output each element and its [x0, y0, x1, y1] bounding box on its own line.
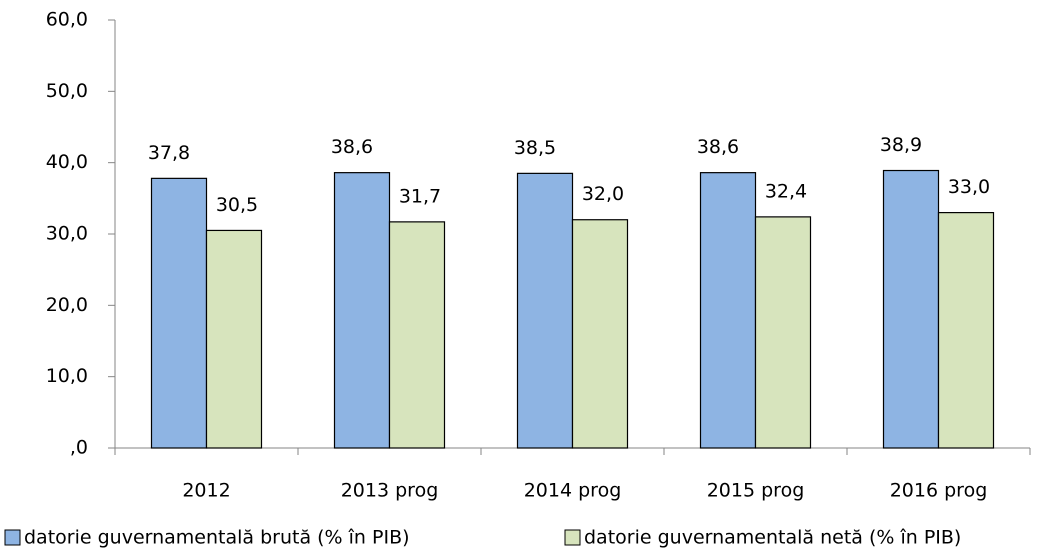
bar: [754, 216, 812, 449]
bar: [571, 219, 629, 449]
legend-label: datorie guvernamentală netă (% în PIB): [584, 527, 961, 549]
data-label: 38,6: [697, 136, 739, 158]
data-label: 32,4: [765, 180, 807, 202]
y-tick-label: 20,0: [46, 294, 88, 316]
bar: [388, 221, 446, 449]
y-tick-label: 30,0: [46, 223, 88, 245]
data-label: 38,9: [880, 134, 922, 156]
x-tick-label: 2015 prog: [707, 480, 805, 502]
data-label: 33,0: [948, 176, 990, 198]
y-tick-label: 50,0: [46, 80, 88, 102]
y-tick-label: 40,0: [46, 151, 88, 173]
data-label: 37,8: [148, 142, 190, 164]
bar: [333, 172, 391, 449]
x-tick-label: 2016 prog: [890, 480, 988, 502]
bar: [516, 172, 574, 449]
legend-swatch: [4, 529, 21, 546]
y-tick-label: 10,0: [46, 365, 88, 387]
data-label: 30,5: [216, 194, 258, 216]
x-tick-label: 2013 prog: [341, 480, 439, 502]
bar: [205, 229, 263, 449]
x-tick-label: 2014 prog: [524, 480, 622, 502]
bar: [699, 172, 757, 449]
legend-swatch: [564, 529, 581, 546]
data-label: 38,6: [331, 136, 373, 158]
data-label: 32,0: [582, 183, 624, 205]
x-tick-label: 2012: [182, 480, 230, 502]
data-label: 38,5: [514, 137, 556, 159]
y-tick-label: 60,0: [46, 9, 88, 31]
data-label: 31,7: [399, 185, 441, 207]
bar: [882, 169, 940, 449]
bar: [937, 212, 995, 449]
y-tick-label: ,0: [70, 437, 88, 459]
bar: [150, 177, 208, 449]
legend-label: datorie guvernamentală brută (% în PIB): [24, 527, 410, 549]
